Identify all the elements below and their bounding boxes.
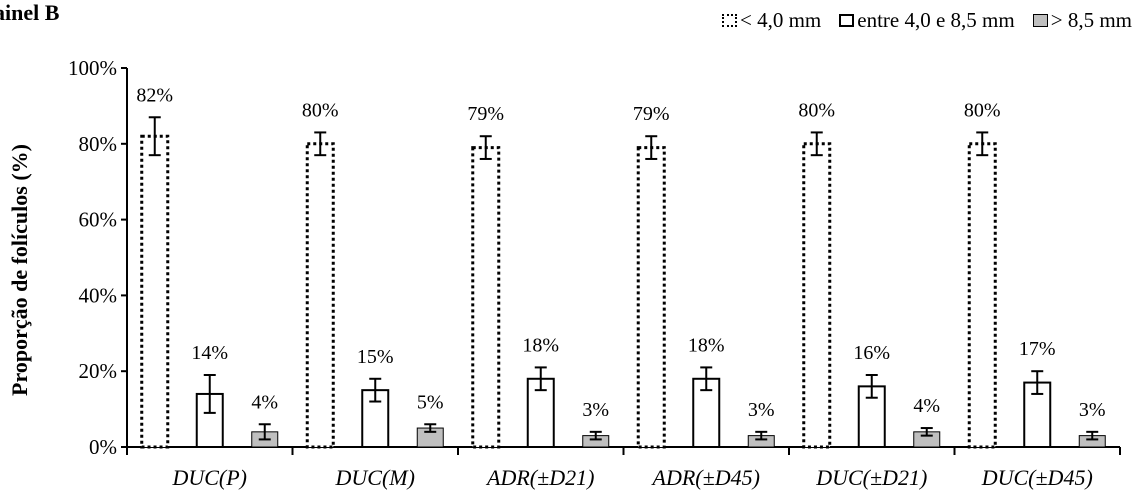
y-axis-label: Proporção de folículos (%) — [7, 144, 32, 396]
legend-item-medium: entre 4,0 e 8,5 mm — [839, 8, 1015, 33]
x-tick-label: DUC(±D45) — [981, 465, 1093, 490]
y-tick-label: 100% — [68, 56, 117, 80]
data-label: 3% — [1079, 399, 1106, 421]
bar — [802, 142, 832, 449]
data-label: 80% — [798, 99, 835, 121]
data-label: 80% — [302, 99, 339, 121]
data-label: 17% — [1019, 338, 1056, 360]
y-tick-label: 20% — [79, 359, 118, 383]
x-tick-label: ADR(±D45) — [651, 465, 760, 490]
legend-swatch-gray-icon — [1032, 14, 1048, 27]
x-tick-label: DUC(P) — [171, 465, 247, 490]
data-label: 15% — [357, 346, 394, 368]
data-label: 3% — [748, 399, 775, 421]
data-label: 4% — [913, 395, 940, 417]
data-label: 18% — [522, 334, 559, 356]
legend-label-large: > 8,5 mm — [1050, 8, 1132, 32]
data-label: 14% — [191, 342, 228, 364]
legend-item-small: < 4,0 mm — [722, 8, 821, 33]
legend: < 4,0 mm entre 4,0 e 8,5 mm > 8,5 mm — [722, 8, 1132, 33]
panel-title: ainel B — [0, 0, 60, 25]
legend-swatch-white-icon — [839, 14, 855, 27]
legend-label-small: < 4,0 mm — [740, 8, 822, 32]
data-label: 79% — [633, 103, 670, 125]
data-label: 18% — [688, 334, 725, 356]
y-tick-label: 80% — [79, 132, 118, 156]
legend-label-medium: entre 4,0 e 8,5 mm — [857, 8, 1015, 32]
data-label: 80% — [964, 99, 1001, 121]
x-tick-label: DUC(M) — [335, 465, 415, 490]
data-label: 4% — [251, 391, 278, 413]
bar — [471, 146, 501, 449]
bar — [305, 142, 335, 449]
legend-swatch-dotted-icon — [722, 14, 737, 27]
x-tick-label: DUC(±D21) — [815, 465, 927, 490]
data-label: 82% — [136, 84, 173, 106]
bar — [967, 142, 997, 449]
y-tick-label: 60% — [79, 208, 118, 232]
bar — [140, 134, 170, 449]
data-label: 5% — [417, 391, 444, 413]
data-label: 16% — [853, 342, 890, 364]
x-tick-label: ADR(±D21) — [485, 465, 594, 490]
legend-item-large: > 8,5 mm — [1032, 8, 1132, 33]
data-label: 79% — [467, 103, 504, 125]
bar — [636, 146, 666, 449]
data-label: 3% — [582, 399, 609, 421]
y-tick-label: 40% — [79, 283, 118, 307]
y-tick-label: 0% — [89, 435, 117, 459]
